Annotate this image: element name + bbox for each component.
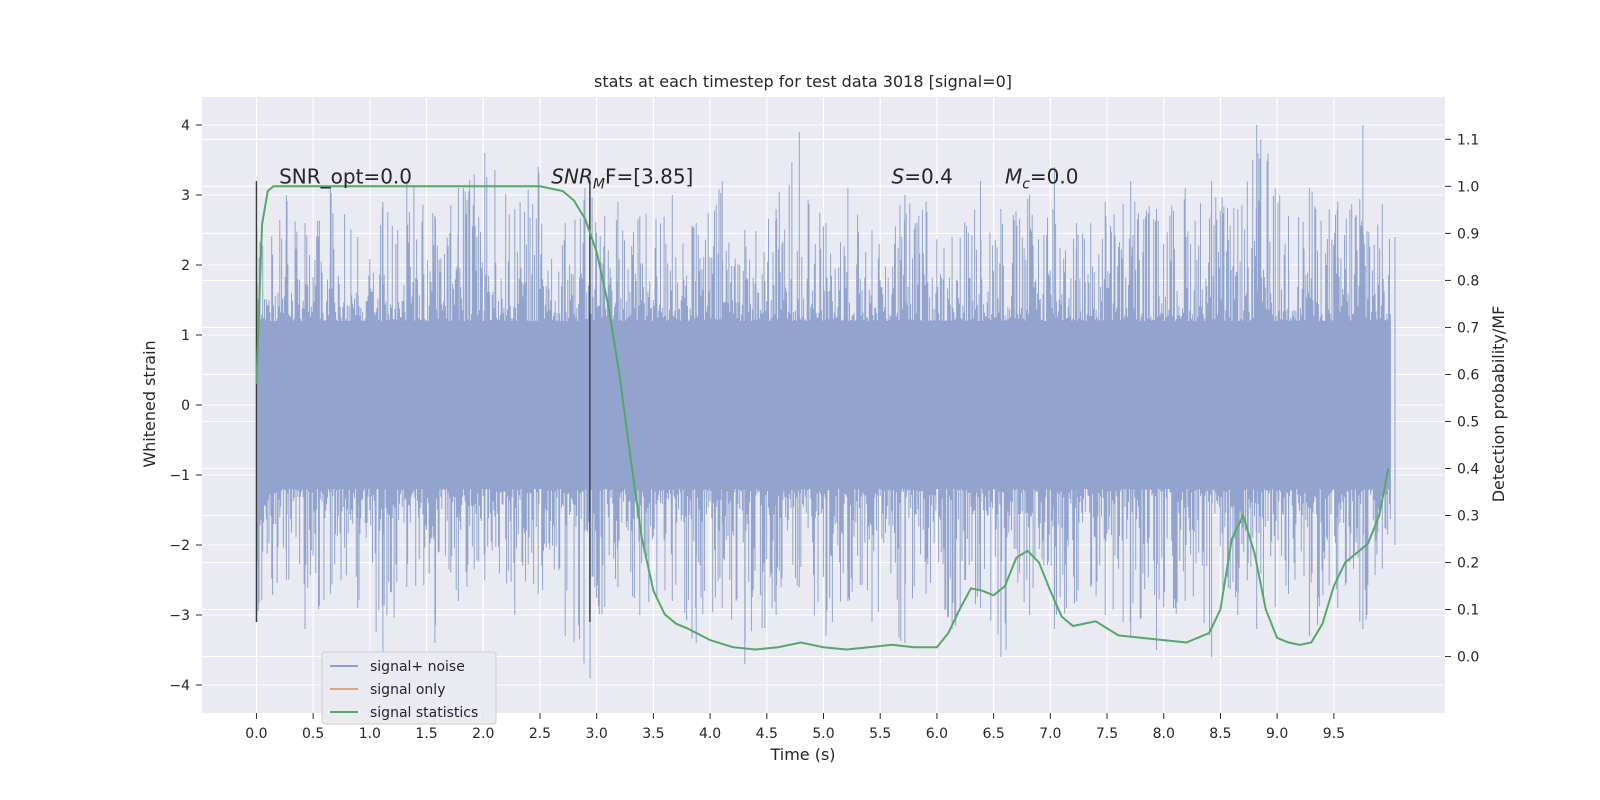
x-tick-label: 5.0 [812,726,834,742]
y-axis-label: Whitened strain [140,340,159,467]
y-tick-label: 0 [181,398,190,414]
x-tick-label: 7.0 [1039,726,1061,742]
legend-label: signal statistics [370,705,478,721]
annotation-text: SNRMF=[3.85] [551,165,693,193]
signal-statistics-series [255,185,1390,651]
x-tick-label: 6.5 [982,726,1004,742]
y2-tick-label: 0.2 [1457,556,1479,572]
y2-tick-label: 0.5 [1457,414,1479,430]
y2-tick-label: 0.3 [1457,509,1479,525]
x-tick-label: 0.5 [302,726,324,742]
vertical-markers [255,181,591,622]
legend-label: signal only [370,682,445,698]
annotation-text: S=0.4 [892,165,953,189]
x-tick-label: 5.5 [869,726,891,742]
legend-label: signal+ noise [370,659,465,675]
y-tick-label: 4 [181,118,190,134]
x-tick-label: 9.5 [1323,726,1345,742]
y2-tick-label: 0.0 [1457,650,1479,666]
y2-tick-label: 0.7 [1457,320,1479,336]
y-tick-label: 2 [181,258,190,274]
annotation-text: Mc=0.0 [1005,165,1079,193]
x-tick-label: 3.5 [642,726,664,742]
x-tick-label: 0.0 [245,726,267,742]
y-tick-label: 1 [181,328,190,344]
x-tick-label: 4.5 [756,726,778,742]
y2-tick-label: 0.8 [1457,273,1479,289]
y2-tick-label: 0.1 [1457,603,1479,619]
y-tick-label: −1 [169,468,190,484]
y-tick-label: 3 [181,188,190,204]
y2-tick-label: 0.4 [1457,461,1479,477]
y-tick-label: −4 [169,678,190,694]
legend: signal+ noise signal only signal statistic… [321,651,497,725]
x-tick-label: 2.5 [529,726,551,742]
x-tick-label: 1.0 [359,726,381,742]
x-tick-label: 1.5 [415,726,437,742]
x-tick-label: 7.5 [1096,726,1118,742]
y2-tick-label: 0.6 [1457,367,1479,383]
x-tick-label: 4.0 [699,726,721,742]
y-axis-ticks: −4 −3 −2 −1 0 1 2 3 4 [169,118,202,694]
annotations: SNR_opt=0.0 SNRMF=[3.85] S=0.4 Mc=0.0 [279,165,1078,193]
legend-box [321,651,497,725]
x-tick-label: 2.0 [472,726,494,742]
x-tick-label: 9.0 [1266,726,1288,742]
x-tick-label: 3.0 [586,726,608,742]
x-tick-label: 8.0 [1153,726,1175,742]
y-tick-label: −3 [169,608,190,624]
x-tick-label: 6.0 [926,726,948,742]
y2-tick-label: 0.9 [1457,226,1479,242]
x-axis-ticks: 0.0 0.5 1.0 1.5 2.0 2.5 3.0 3.5 4.0 4.5 5.0 5.5 6.0 6… [245,713,1345,742]
y-tick-label: −2 [169,538,190,554]
x-tick-label: 8.5 [1209,726,1231,742]
y2-tick-label: 1.1 [1457,132,1479,148]
signal-statistics-line [255,185,1390,651]
chart-title: stats at each timestep for test data 301… [594,72,1012,91]
x-axis-label: Time (s) [769,745,835,764]
annotation-text: SNR_opt=0.0 [279,165,412,189]
y2-axis-ticks: 0.0 0.1 0.2 0.3 0.4 0.5 0.6 0.7 0.8 0.9 1.0 1.1 [1445,132,1479,666]
y2-tick-label: 1.0 [1457,179,1479,195]
y2-axis-label: Detection probability/MF [1489,306,1508,503]
